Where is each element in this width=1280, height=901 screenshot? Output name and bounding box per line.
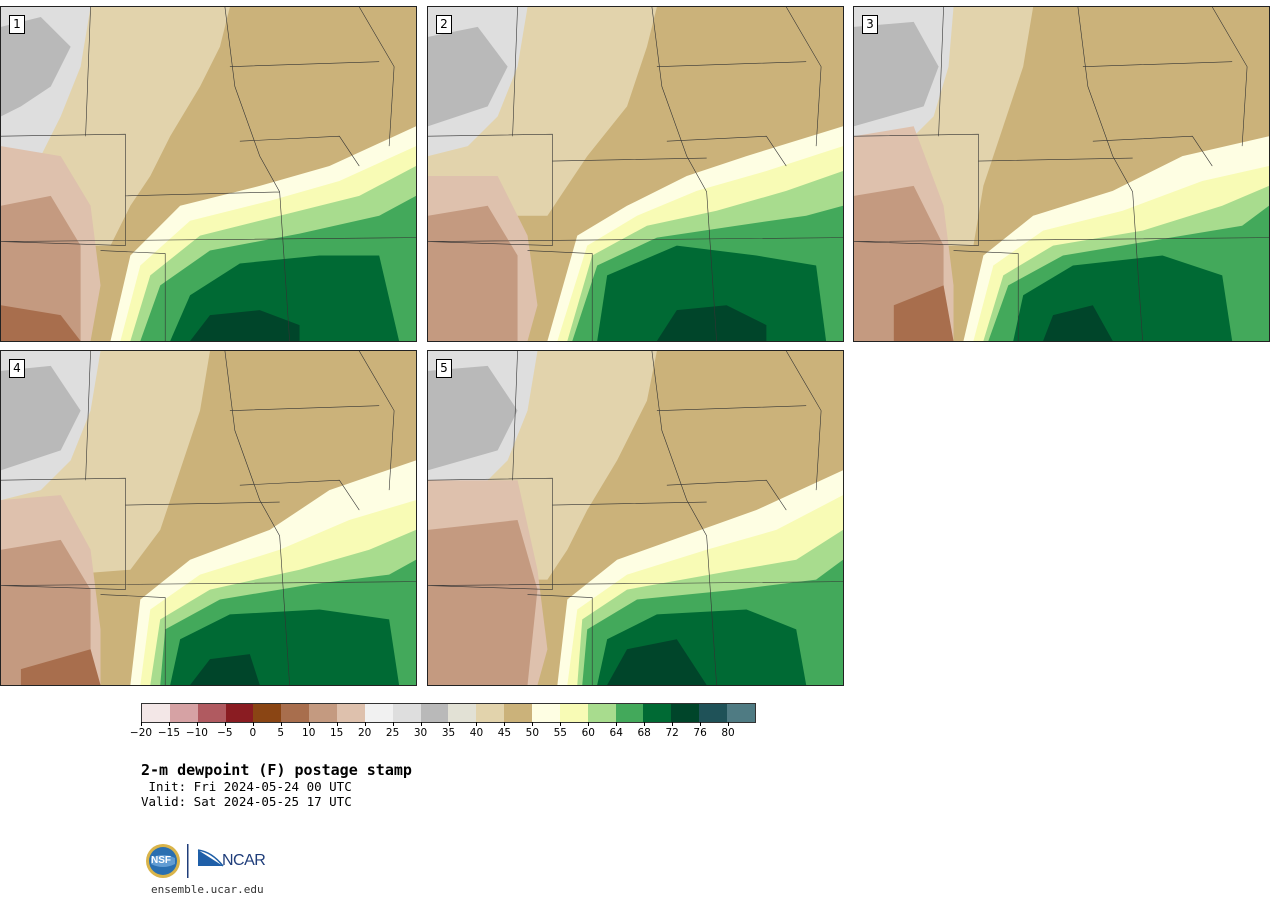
colorbar-tick-label: 68: [637, 727, 651, 739]
colorbar-tick: [392, 722, 394, 726]
dewpoint-map: [854, 7, 1269, 341]
dewpoint-map: [428, 351, 843, 685]
colorbar-swatch: [364, 704, 393, 722]
nsf-ncar-logo[interactable]: [144, 842, 284, 882]
colorbar-tick-label: 76: [693, 727, 707, 739]
colorbar-swatch: [504, 704, 533, 722]
colorbar-swatch: [671, 704, 700, 722]
colorbar-swatch: [448, 704, 477, 722]
init-time: Init: Fri 2024-05-24 00 UTC: [141, 779, 352, 794]
colorbar-tick: [224, 722, 226, 726]
colorbar-swatch: [225, 704, 254, 722]
colorbar-tick: [336, 722, 338, 726]
colorbar-tick: [560, 722, 562, 726]
colorbar-tick-label: 0: [249, 727, 257, 739]
colorbar-tick: [588, 722, 590, 726]
colorbar-ticks: −20 −15 −10 −5 0 5 10 15 20 25 30 35 40 45 50 55 60 64 68 7…: [130, 722, 756, 742]
figure-title: 2-m dewpoint (F) postage stamp: [141, 761, 412, 779]
colorbar-tick-label: −10: [185, 727, 208, 739]
colorbar-swatch: [727, 704, 755, 722]
colorbar-tick: [252, 722, 254, 726]
colorbar-tick: [280, 722, 282, 726]
panel-number: 2: [436, 15, 452, 34]
colorbar-tick-label: 5: [277, 727, 285, 739]
colorbar-tick-label: 15: [329, 727, 344, 739]
map-panel-3[interactable]: 3: [853, 6, 1270, 342]
colorbar-tick-label: 10: [302, 727, 316, 739]
dewpoint-map: [428, 7, 843, 341]
colorbar-tick: [420, 722, 422, 726]
colorbar-tick-label: 64: [609, 727, 623, 739]
colorbar-tick: [532, 722, 534, 726]
colorbar-swatch: [169, 704, 198, 722]
panel-number: 4: [9, 359, 25, 378]
dewpoint-map: [1, 7, 416, 341]
colorbar-swatch: [476, 704, 505, 722]
colorbar-tick: [141, 722, 142, 726]
colorbar-swatch: [643, 704, 672, 722]
colorbar-tick-label: 45: [497, 727, 512, 739]
dewpoint-map: [1, 351, 416, 685]
valid-time: Valid: Sat 2024-05-25 17 UTC: [141, 794, 352, 809]
colorbar-tick-label: 60: [581, 727, 595, 739]
colorbar-tick-label: 30: [413, 727, 428, 739]
colorbar-tick: [448, 722, 450, 726]
colorbar-tick-label: 20: [357, 727, 372, 739]
colorbar-tick: [476, 722, 478, 726]
colorbar-swatch: [142, 704, 170, 722]
colorbar-tick-label: −5: [217, 727, 233, 739]
colorbar-tick-label: −15: [157, 727, 181, 739]
colorbar-swatch: [559, 704, 588, 722]
nsf-logo-text: NSF: [151, 855, 171, 866]
colorbar-tick-label: 55: [553, 727, 567, 739]
colorbar: [141, 703, 756, 723]
colorbar-tick: [672, 722, 674, 726]
colorbar-tick: [364, 722, 366, 726]
colorbar-swatch: [587, 704, 616, 722]
colorbar-tick-label: 40: [469, 727, 484, 739]
colorbar-swatch: [197, 704, 226, 722]
colorbar-swatch: [309, 704, 338, 722]
map-panel-4[interactable]: 4: [0, 350, 417, 686]
colorbar-swatch: [337, 704, 365, 722]
colorbar-tick-label: 80: [721, 727, 735, 739]
colorbar-tick: [700, 722, 702, 726]
map-panel-5[interactable]: 5: [427, 350, 844, 686]
colorbar-swatch: [699, 704, 728, 722]
colorbar-tick-label: 35: [441, 727, 456, 739]
panel-number: 5: [436, 359, 452, 378]
colorbar-tick: [196, 722, 198, 726]
colorbar-tick: [644, 722, 646, 726]
colorbar-tick: [616, 722, 618, 726]
panel-number: 1: [9, 15, 25, 34]
colorbar-tick: [168, 722, 170, 726]
colorbar-swatch: [615, 704, 644, 722]
colorbar-tick: [308, 722, 310, 726]
colorbar-swatch: [420, 704, 449, 722]
colorbar-swatch: [532, 704, 560, 722]
ncar-logo-text: NCAR: [222, 852, 266, 869]
map-panel-2[interactable]: 2: [427, 6, 844, 342]
colorbar-swatch: [253, 704, 282, 722]
panel-number: 3: [862, 15, 878, 34]
colorbar-tick-label: 72: [665, 727, 679, 739]
colorbar-tick-label: −20: [129, 727, 153, 739]
colorbar-tick-label: 25: [385, 727, 400, 739]
colorbar-tick-label: 50: [525, 727, 540, 739]
colorbar-tick: [728, 722, 730, 726]
site-url[interactable]: ensemble.ucar.edu: [151, 883, 264, 896]
colorbar-swatch: [392, 704, 421, 722]
colorbar-tick: [504, 722, 506, 726]
map-panel-1[interactable]: 1: [0, 6, 417, 342]
colorbar-swatch: [281, 704, 310, 722]
